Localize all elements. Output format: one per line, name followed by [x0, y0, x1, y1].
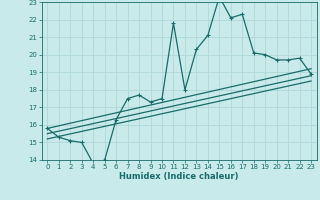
- X-axis label: Humidex (Indice chaleur): Humidex (Indice chaleur): [119, 172, 239, 181]
